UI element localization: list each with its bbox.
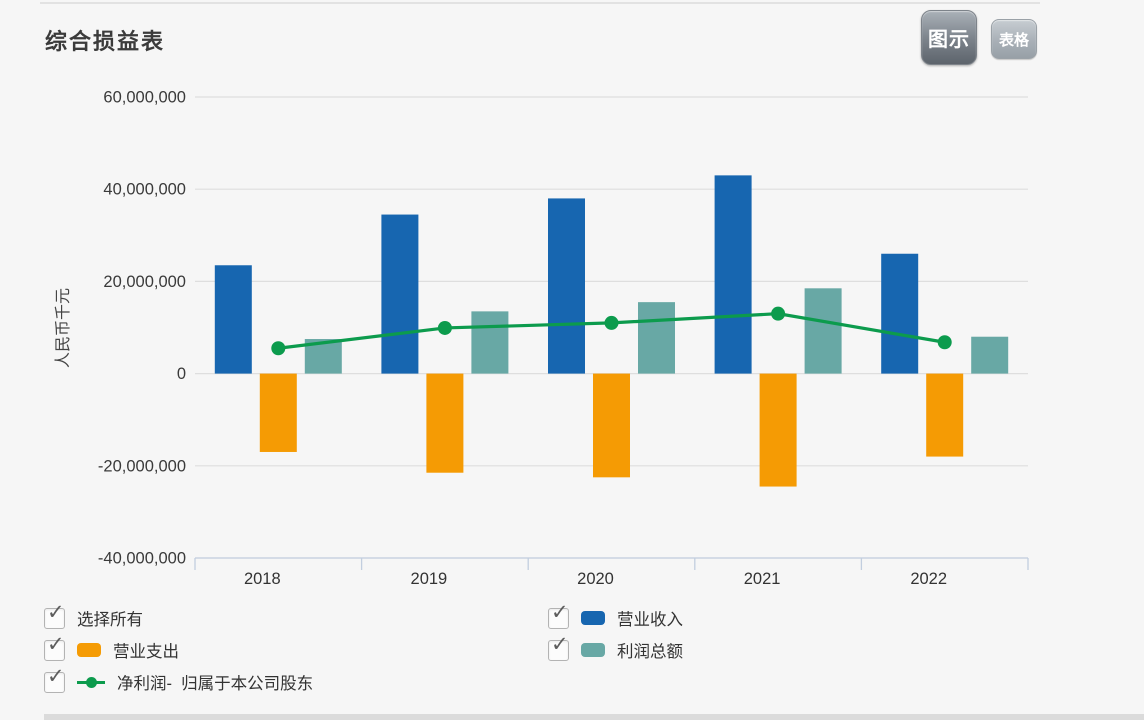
- bar-营业收入-2019[interactable]: [381, 214, 419, 374]
- legend-item-select-all: ✓ 选择所有: [44, 602, 143, 629]
- chart-view-button[interactable]: 图示: [921, 10, 977, 65]
- bottom-divider: [44, 714, 1144, 720]
- x-axis-category-label: 2019: [411, 570, 448, 588]
- operating-expenses-swatch-icon: [77, 643, 101, 657]
- legend-label-select-all: 选择所有: [77, 611, 143, 629]
- checkmark-icon: ✓: [47, 664, 65, 688]
- bar-营业支出-2020[interactable]: [593, 373, 630, 478]
- legend-item-operating-expenses: ✓ 营业支出: [44, 634, 179, 661]
- point-净利润- 归属于本公司股东-2018[interactable]: [271, 341, 286, 356]
- top-divider: [40, 2, 1040, 4]
- checkmark-icon: ✓: [551, 632, 569, 656]
- legend-item-operating-revenue: ✓ 营业收入: [548, 602, 683, 629]
- checkmark-icon: ✓: [47, 600, 65, 624]
- bar-营业支出-2019[interactable]: [426, 373, 464, 473]
- net-profit-attributable-line-marker-icon: [77, 675, 105, 689]
- y-axis-tick-label: 60,000,000: [103, 89, 186, 107]
- bar-利润总额-2022[interactable]: [971, 336, 1009, 374]
- x-axis-category-label: 2022: [910, 570, 947, 588]
- y-axis-tick-label: 0: [177, 365, 186, 383]
- point-净利润- 归属于本公司股东-2022[interactable]: [937, 335, 952, 350]
- checkbox-operating-revenue[interactable]: ✓: [548, 602, 569, 629]
- bar-营业收入-2021[interactable]: [714, 175, 752, 374]
- legend-label-operating-revenue: 营业收入: [617, 611, 683, 629]
- total-profit-swatch-icon: [581, 643, 605, 657]
- point-净利润- 归属于本公司股东-2021[interactable]: [771, 306, 786, 321]
- bar-利润总额-2021[interactable]: [804, 288, 842, 374]
- legend-item-total-profit: ✓ 利润总额: [548, 634, 683, 661]
- legend-label-operating-expenses: 营业支出: [113, 643, 179, 661]
- y-axis-tick-label: 40,000,000: [103, 181, 186, 199]
- checkbox-operating-expenses[interactable]: ✓: [44, 634, 65, 661]
- bar-营业收入-2020[interactable]: [548, 198, 585, 374]
- legend-item-net-profit-attributable: ✓ 净利润- 归属于本公司股东: [44, 666, 314, 693]
- x-axis-category-label: 2021: [744, 570, 781, 588]
- x-axis-category-label: 2018: [244, 570, 281, 588]
- bar-营业收入-2022[interactable]: [881, 253, 919, 374]
- checkmark-icon: ✓: [47, 632, 65, 656]
- checkbox-net-profit-attributable[interactable]: ✓: [44, 666, 65, 693]
- checkbox-select-all[interactable]: ✓: [44, 602, 65, 629]
- checkmark-icon: ✓: [551, 600, 569, 624]
- income-statement-chart: 60,000,000 40,000,000 20,000,000 0 -20,000,0…: [54, 89, 1029, 588]
- y-axis-tick-label: -40,000,000: [98, 550, 186, 568]
- legend-label-total-profit: 利润总额: [617, 643, 683, 661]
- y-axis-title: 人民币千元: [54, 288, 72, 368]
- table-view-button[interactable]: 表格: [991, 19, 1037, 59]
- bar-营业支出-2018[interactable]: [259, 373, 297, 452]
- x-axis-category-label: 2020: [577, 570, 614, 588]
- y-axis-tick-label: 20,000,000: [103, 273, 186, 291]
- operating-revenue-swatch-icon: [581, 611, 605, 625]
- line-dot: [86, 677, 97, 688]
- bar-利润总额-2020[interactable]: [638, 302, 675, 374]
- bar-利润总额-2019[interactable]: [471, 311, 509, 374]
- legend-label-net-profit-attributable: 净利润- 归属于本公司股东: [117, 675, 314, 693]
- bar-营业支出-2022[interactable]: [926, 373, 964, 457]
- page-title: 综合损益表: [45, 29, 166, 54]
- bar-营业支出-2021[interactable]: [759, 373, 797, 487]
- y-axis-tick-label: -20,000,000: [98, 457, 186, 475]
- point-净利润- 归属于本公司股东-2019[interactable]: [437, 320, 452, 335]
- bar-营业收入-2018[interactable]: [214, 265, 252, 374]
- point-净利润- 归属于本公司股东-2020[interactable]: [604, 315, 619, 330]
- checkbox-total-profit[interactable]: ✓: [548, 634, 569, 661]
